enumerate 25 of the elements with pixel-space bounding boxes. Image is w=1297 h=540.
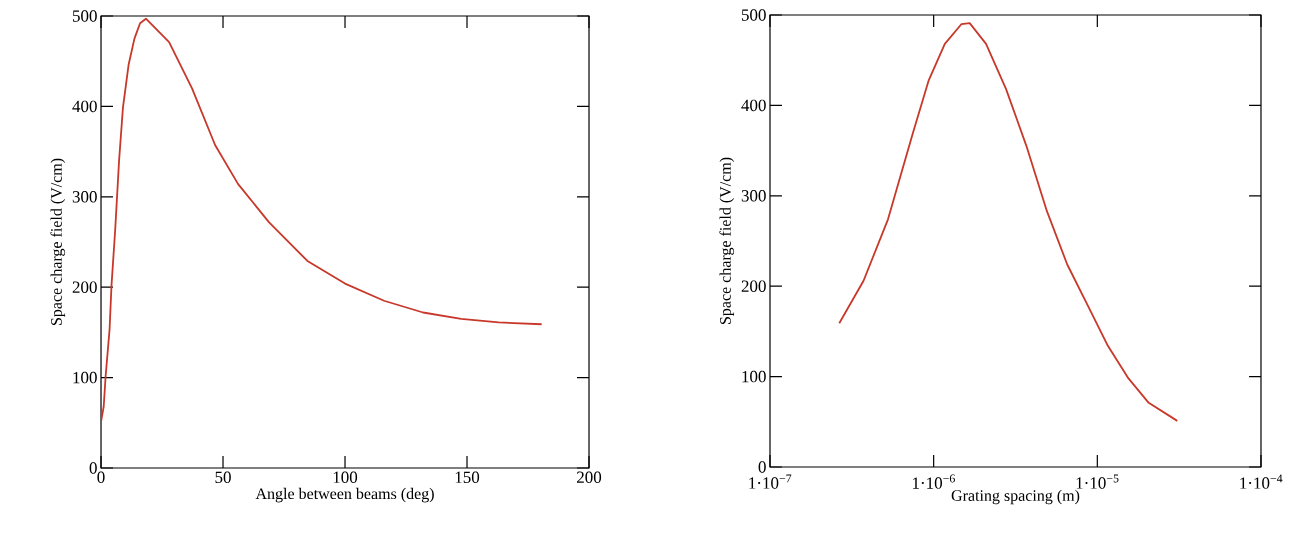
y-tick-label: 100: [742, 370, 766, 383]
x-tick-label: 50: [215, 471, 231, 483]
y-axis-title: Space charge field (V/cm): [50, 158, 66, 325]
x-axis-title: Angle between beams (deg): [255, 487, 434, 503]
x-axis-title: Grating spacing (m): [951, 489, 1080, 505]
x-tick-label: 1·10$^{−7}$: [749, 474, 792, 489]
y-axis-title: Space charge field (V/cm): [719, 157, 735, 324]
x-tick-label: 1·10$^{−6}$: [912, 474, 955, 489]
x-tick-label: 0: [97, 471, 105, 483]
y-tick-label: 200: [741, 280, 766, 292]
y-tick-label: 0: [758, 461, 766, 473]
y-tick-label: 200: [72, 281, 97, 293]
y-tick-label: 100: [73, 371, 97, 384]
y-tick-label: 400: [741, 99, 766, 112]
y-tick-label: 300: [741, 190, 766, 202]
y-tick-label: 0: [89, 462, 97, 474]
y-tick-label: 500: [72, 10, 97, 22]
y-tick-label: 400: [72, 100, 97, 113]
x-tick-label: 200: [577, 471, 602, 483]
x-tick-label: 1·10$^{−5}$: [1076, 474, 1119, 489]
y-tick-label: 300: [72, 191, 97, 203]
x-tick-label: 100: [333, 471, 358, 483]
y-tick-label: 500: [741, 9, 766, 21]
x-tick-label: 150: [455, 471, 480, 483]
x-tick-label: 1·10$^{−4}$: [1240, 474, 1283, 489]
